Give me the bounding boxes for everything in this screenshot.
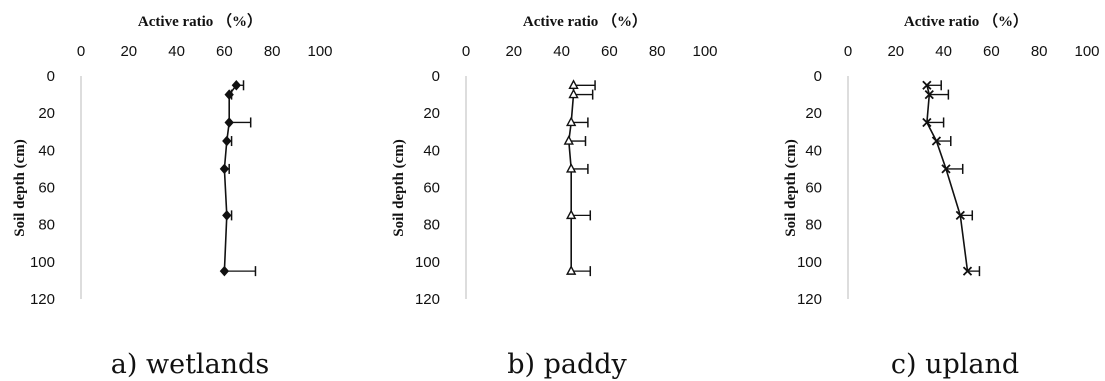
- x-tick-label: 80: [264, 43, 281, 60]
- y-tick-label: 0: [432, 68, 440, 85]
- y-tick-label: 60: [38, 180, 55, 197]
- y-tick-label: 100: [415, 254, 440, 271]
- data-point: [568, 79, 579, 89]
- error-bar: [926, 117, 945, 128]
- plot-area: 0 20 40 60 80 100 0 20 40 60 80 100 120: [415, 43, 718, 308]
- data-point: [565, 265, 577, 275]
- x-tick-label: 0: [77, 43, 85, 60]
- x-tick-label: 60: [601, 43, 618, 60]
- y-tick-label: 80: [423, 217, 440, 234]
- data-point: [955, 210, 965, 221]
- data-point: [568, 88, 579, 99]
- y-tick-label: 40: [38, 142, 55, 159]
- y-tick-label: 80: [38, 217, 55, 234]
- error-bar: [929, 89, 950, 100]
- data-point: [222, 210, 232, 221]
- y-tick-label: 20: [38, 105, 55, 122]
- y-tick-label: 0: [814, 68, 822, 85]
- data-point: [922, 80, 932, 90]
- x-tick-label: 100: [1074, 43, 1099, 60]
- x-tick-label: 20: [887, 43, 904, 60]
- y-tick-label: 100: [30, 254, 55, 271]
- data-point: [924, 89, 934, 100]
- x-axis-title: Active ratio （%）: [523, 12, 647, 30]
- x-tick-label: 40: [935, 43, 952, 60]
- y-axis-title: Soil depth (cm): [391, 139, 407, 237]
- plot-area: 0 20 40 60 80 100 0 20 40 60 80 100 120: [797, 43, 1100, 308]
- data-point: [224, 89, 234, 100]
- panel-paddy: Active ratio （%） Soil depth (cm) b) padd…: [391, 12, 718, 380]
- x-tick-label: 40: [553, 43, 570, 60]
- y-axis-title: Soil depth (cm): [12, 139, 28, 237]
- y-tick-label: 60: [423, 180, 440, 197]
- error-bar: [945, 163, 964, 174]
- x-tick-label: 40: [168, 43, 185, 60]
- y-tick-label: 20: [423, 105, 440, 122]
- x-tick-label: 80: [1031, 43, 1048, 60]
- data-point: [222, 135, 232, 147]
- data-point: [224, 117, 234, 128]
- data-point: [565, 209, 577, 220]
- error-bar: [936, 136, 952, 147]
- x-tick-label: 100: [692, 43, 717, 60]
- data-point: [231, 80, 242, 91]
- y-tick-label: 0: [47, 68, 55, 85]
- y-tick-label: 120: [797, 291, 822, 308]
- x-tick-label: 0: [462, 43, 470, 60]
- panel-caption: a) wetlands: [111, 349, 269, 380]
- data-point: [962, 266, 973, 276]
- plot-area: 0 20 40 60 80 100 0 20 40 60 80 100 120: [30, 43, 333, 308]
- error-bar: [224, 266, 257, 277]
- data-point: [931, 136, 942, 146]
- y-tick-label: 40: [423, 142, 440, 159]
- series-line: [223, 84, 237, 272]
- x-tick-label: 0: [844, 43, 852, 60]
- y-tick-label: 120: [415, 291, 440, 308]
- data-point: [219, 163, 230, 175]
- data-point: [565, 162, 577, 173]
- data-point: [563, 135, 574, 145]
- x-tick-label: 80: [649, 43, 666, 60]
- data-point: [922, 117, 932, 128]
- data-point: [219, 265, 230, 277]
- error-bar: [967, 266, 981, 277]
- panel-upland: Active ratio （%） Soil depth (cm) c) upla…: [783, 12, 1100, 380]
- data-point: [941, 164, 951, 174]
- x-axis-title: Active ratio （%）: [904, 12, 1028, 30]
- series-line: [926, 85, 969, 272]
- y-axis-title: Soil depth (cm): [783, 139, 799, 237]
- y-tick-label: 100: [797, 254, 822, 271]
- panel-wetlands: Active ratio （%） Soil depth (cm) a) wetl…: [12, 12, 333, 380]
- x-axis-title: Active ratio （%）: [138, 12, 262, 30]
- x-tick-label: 20: [120, 43, 137, 60]
- y-tick-label: 20: [805, 105, 822, 122]
- panel-caption: c) upland: [891, 349, 1019, 380]
- x-tick-label: 60: [983, 43, 1000, 60]
- error-bar: [960, 210, 974, 221]
- x-tick-label: 60: [216, 43, 233, 60]
- y-tick-label: 40: [805, 142, 822, 159]
- error-bar: [573, 80, 596, 91]
- panel-caption: b) paddy: [507, 349, 627, 380]
- x-tick-label: 20: [505, 43, 522, 60]
- series-line: [567, 85, 575, 272]
- error-bar: [926, 80, 942, 91]
- y-tick-label: 80: [805, 217, 822, 234]
- y-tick-label: 60: [805, 180, 822, 197]
- x-tick-label: 100: [307, 43, 332, 60]
- data-point: [565, 116, 577, 127]
- y-tick-label: 120: [30, 291, 55, 308]
